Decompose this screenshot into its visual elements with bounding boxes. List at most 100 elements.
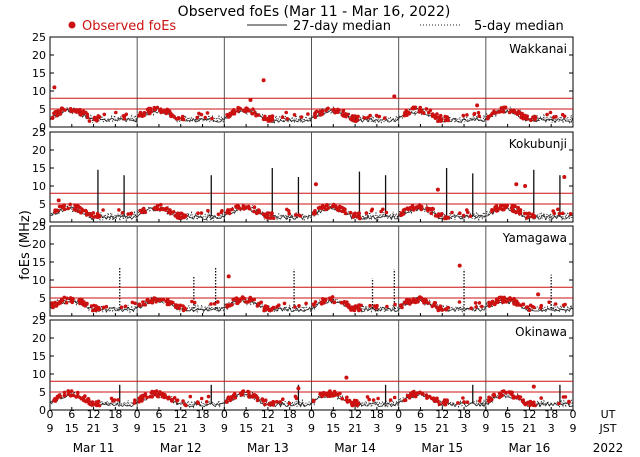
- observed-point: [275, 399, 279, 404]
- observed-point: [417, 204, 422, 209]
- jst-hour-label: 3: [286, 422, 293, 435]
- observed-point: [529, 118, 533, 123]
- observed-point: [563, 395, 568, 399]
- observed-point: [401, 212, 406, 216]
- ut-hour-label: 18: [283, 408, 297, 421]
- observed-point: [498, 204, 503, 208]
- observed-point: [142, 208, 146, 212]
- observed-point: [435, 187, 440, 192]
- observed-point: [220, 209, 224, 213]
- observed-point: [358, 308, 362, 312]
- observed-point: [325, 203, 329, 207]
- y-tick-label: 15: [32, 67, 46, 80]
- observed-point: [62, 204, 66, 208]
- observed-point: [204, 400, 209, 404]
- observed-point: [327, 389, 332, 394]
- median27-series: [49, 206, 574, 221]
- ut-hour-label: 0: [482, 408, 489, 421]
- observed-point: [313, 300, 318, 304]
- observed-point: [352, 308, 357, 313]
- observed-point: [263, 402, 267, 407]
- jst-hour-label: 9: [134, 422, 141, 435]
- observed-point: [488, 396, 493, 401]
- observed-point: [140, 114, 144, 118]
- observed-point: [84, 209, 89, 214]
- observed-point: [228, 114, 232, 118]
- observed-point: [101, 208, 105, 212]
- jst-hour-label: 21: [87, 422, 101, 435]
- observed-point: [480, 304, 484, 309]
- observed-point: [567, 399, 571, 404]
- observed-point: [102, 112, 107, 117]
- y-tick-label: 5: [39, 292, 46, 305]
- observed-point: [195, 115, 199, 120]
- observed-point: [159, 202, 163, 207]
- observed-point: [435, 305, 439, 310]
- observed-point: [562, 114, 567, 119]
- observed-point: [404, 110, 408, 115]
- observed-point: [350, 305, 354, 310]
- jst-hour-label: 9: [395, 422, 402, 435]
- observed-point: [256, 210, 261, 215]
- observed-point: [78, 205, 82, 210]
- observed-point: [169, 114, 173, 119]
- observed-point: [148, 111, 152, 116]
- observed-point: [192, 300, 197, 305]
- observed-point: [196, 211, 200, 215]
- ut-hour-label: 18: [544, 408, 558, 421]
- observed-point: [67, 392, 71, 397]
- observed-point: [252, 205, 257, 209]
- observed-point: [406, 207, 411, 212]
- legend-observed-marker: [68, 21, 76, 29]
- ut-hour-label: 12: [87, 408, 101, 421]
- observed-point: [56, 198, 61, 203]
- jst-hour-label: 3: [461, 422, 468, 435]
- jst-hour-label: 9: [47, 422, 54, 435]
- observed-point: [236, 109, 240, 113]
- observed-point: [560, 211, 565, 216]
- observed-point: [137, 114, 141, 118]
- chart-title: Observed foEs (Mar 11 - Mar 16, 2022): [178, 4, 451, 20]
- observed-point: [174, 117, 179, 121]
- observed-point: [79, 111, 84, 115]
- observed-point: [491, 393, 496, 397]
- ut-hour-label: 6: [417, 408, 424, 421]
- observed-point: [367, 397, 372, 402]
- observed-point: [487, 304, 492, 308]
- observed-point: [282, 301, 287, 306]
- observed-point: [523, 115, 528, 119]
- observed-point: [299, 115, 304, 119]
- observed-point: [504, 300, 509, 304]
- observed-point: [355, 118, 360, 122]
- observed-point: [553, 302, 558, 306]
- observed-point: [234, 204, 238, 209]
- observed-point: [122, 116, 127, 121]
- observed-point: [179, 211, 184, 216]
- observed-point: [212, 302, 217, 306]
- observed-point: [528, 403, 532, 408]
- observed-point: [444, 399, 449, 403]
- observed-point: [498, 109, 503, 114]
- observed-point: [87, 119, 92, 123]
- jst-hour-label: 15: [239, 422, 253, 435]
- observed-point: [493, 206, 498, 210]
- observed-point: [188, 394, 193, 399]
- observed-point: [435, 399, 439, 403]
- observed-point: [314, 110, 318, 114]
- y-tick-label: 5: [39, 198, 46, 211]
- ut-hour-label: 6: [243, 408, 250, 421]
- observed-point: [252, 393, 256, 397]
- observed-point: [428, 108, 433, 112]
- legend-median5-label: 5-day median: [474, 19, 564, 34]
- observed-point: [72, 108, 76, 112]
- observed-point: [87, 211, 92, 216]
- observed-point: [443, 118, 448, 123]
- observed-point: [474, 305, 478, 309]
- observed-point: [457, 300, 462, 304]
- observed-point: [120, 211, 125, 215]
- observed-point: [321, 204, 325, 208]
- observed-point: [270, 118, 275, 122]
- observed-point: [278, 400, 283, 404]
- observed-point: [491, 111, 495, 115]
- ut-hour-label: 18: [457, 408, 471, 421]
